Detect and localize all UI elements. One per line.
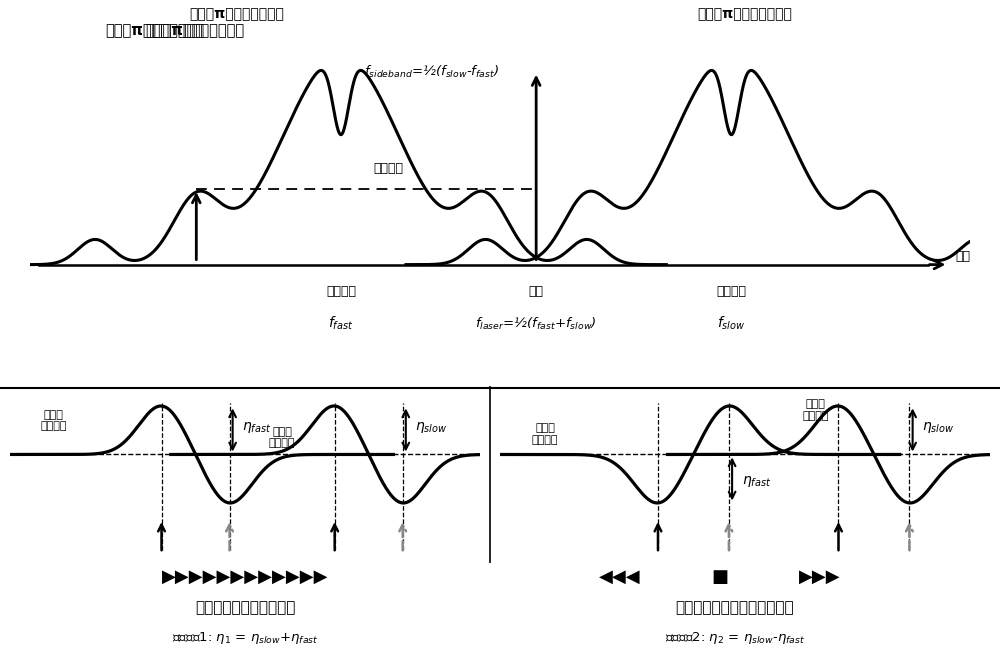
Text: 慢轴上π相移光栅反射谱: 慢轴上π相移光栅反射谱 [697,7,792,22]
Text: $\eta_{fast}$: $\eta_{fast}$ [242,420,271,435]
Text: ◀◀◀: ◀◀◀ [599,568,641,586]
Text: 一阶边带: 一阶边带 [716,286,746,299]
Text: 调谐射频信号发生器输出频率: 调谐射频信号发生器输出频率 [676,600,794,615]
Text: $f_{laser}$=½($f_{fast}$+$f_{slow}$): $f_{laser}$=½($f_{fast}$+$f_{slow}$) [475,316,597,331]
Text: 波长: 波长 [956,250,971,263]
Text: 慢轴上
鉴频信号: 慢轴上 鉴频信号 [803,400,829,421]
Text: 一阶边带: 一阶边带 [326,286,356,299]
Text: ▶▶▶: ▶▶▶ [799,568,841,586]
Text: 慢轴上
鉴频信号: 慢轴上 鉴频信号 [269,426,295,448]
Text: 调制频率: 调制频率 [373,162,403,175]
Text: $f_{sideband}$=½($f_{slow}$-$f_{fast}$): $f_{sideband}$=½($f_{slow}$-$f_{fast}$) [364,64,499,80]
Text: 调谐激光器输出中心波长: 调谐激光器输出中心波长 [195,600,295,615]
Text: $f_{fast}$: $f_{fast}$ [328,314,354,332]
Text: $f_{slow}$: $f_{slow}$ [717,314,746,332]
Text: 反馈回路2: $\eta_2$ = $\eta_{slow}$-$\eta_{fast}$: 反馈回路2: $\eta_2$ = $\eta_{slow}$-$\eta_{f… [665,630,805,646]
Text: 快轴上π相移光栅反射谱: 快轴上π相移光栅反射谱 [105,24,204,39]
Text: 快轴上
鉴频信号: 快轴上 鉴频信号 [40,409,67,431]
Text: 反馈回路1: $\eta_1$ = $\eta_{slow}$+$\eta_{fast}$: 反馈回路1: $\eta_1$ = $\eta_{slow}$+$\eta_{f… [172,630,318,646]
Text: $\eta_{fast}$: $\eta_{fast}$ [742,474,771,489]
Text: 载波: 载波 [529,286,544,299]
Text: ▶▶▶▶▶▶▶▶▶▶▶▶: ▶▶▶▶▶▶▶▶▶▶▶▶ [162,568,328,586]
Text: 快轴上π相移光栅反射谱: 快轴上π相移光栅反射谱 [189,7,284,22]
Text: $\eta_{slow}$: $\eta_{slow}$ [922,420,955,435]
Text: 慢轴上π相移光栅反射谱: 慢轴上π相移光栅反射谱 [145,24,244,39]
Text: ■: ■ [712,568,728,586]
Text: 快轴上
鉴频信号: 快轴上 鉴频信号 [532,423,558,445]
Text: $\eta_{slow}$: $\eta_{slow}$ [415,420,448,435]
